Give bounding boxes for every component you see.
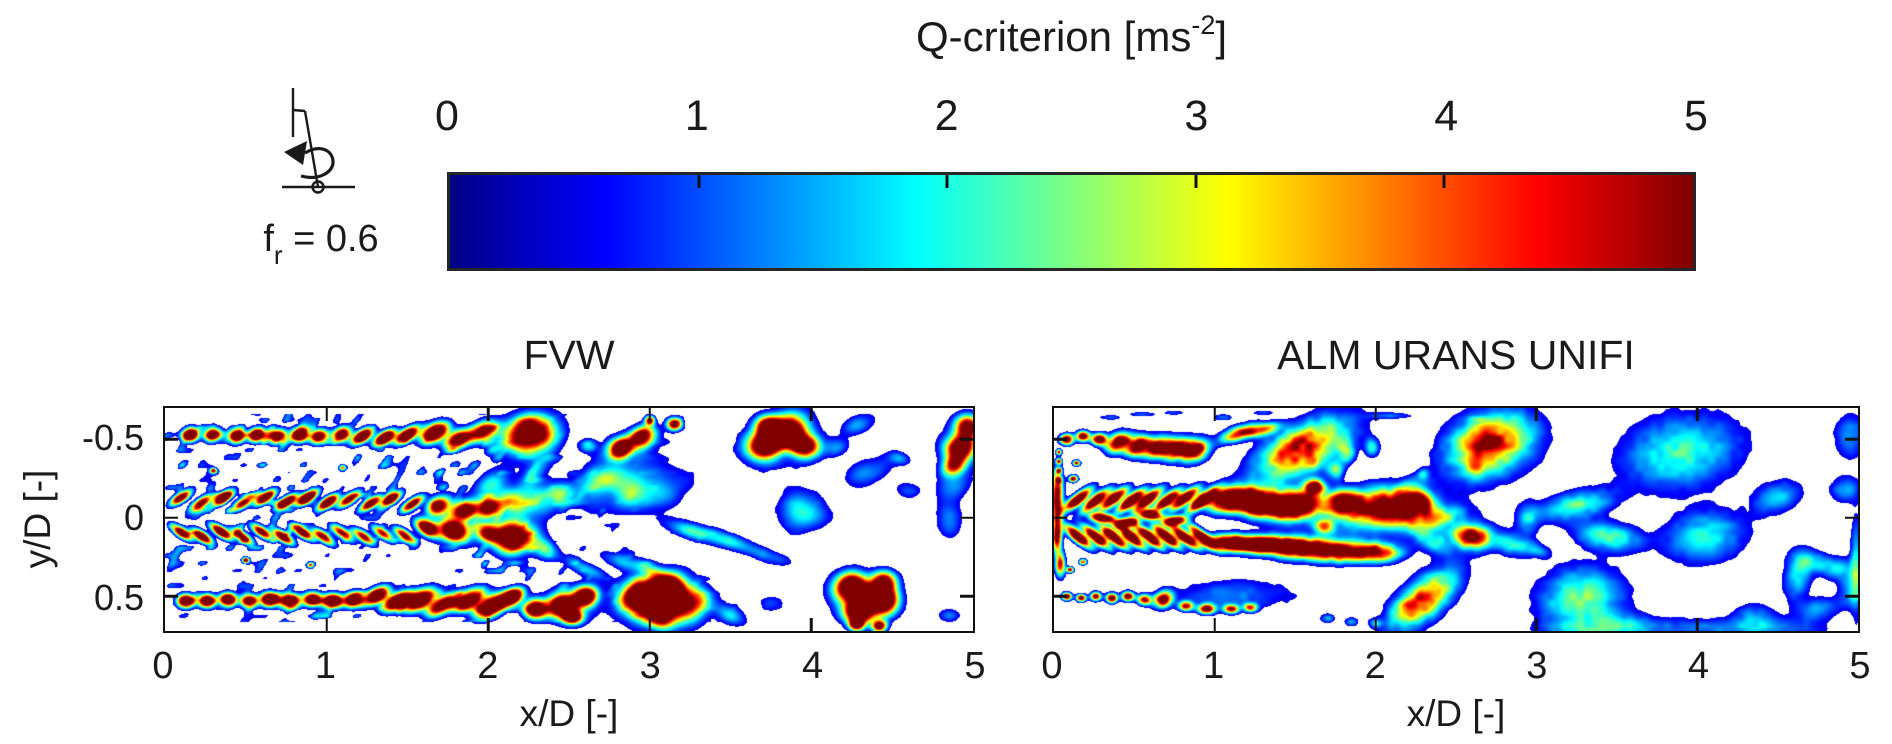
axis-tick-mark: [960, 595, 973, 598]
x-axis-label-alm: x/D [-]: [1406, 693, 1506, 734]
colorbar-tick-label: 1: [684, 92, 709, 140]
colorbar-title-close: ]: [1215, 13, 1228, 60]
y-tick-label: 0: [123, 496, 144, 538]
colorbar: [447, 172, 1696, 271]
axis-tick-mark: [648, 618, 652, 631]
axis-tick-mark: [325, 618, 328, 631]
colorbar-tick-label: 0: [435, 92, 459, 140]
axis-tick-mark: [325, 408, 328, 421]
y-tick-label: -0.5: [81, 416, 144, 458]
x-tick-label: 5: [964, 645, 986, 687]
colorbar-title-exponent: -2: [1191, 10, 1216, 40]
axis-tick-mark: [1374, 408, 1377, 421]
contour-canvas-alm: [1054, 408, 1858, 631]
pitching-rotor-icon: [282, 88, 355, 194]
x-axis-tick-labels-alm: 0 1 2 3 4 5: [1041, 645, 1870, 691]
axis-tick-mark: [486, 618, 490, 631]
x-tick-label: 0: [152, 645, 174, 687]
x-tick-label: 4: [1687, 645, 1709, 687]
axis-tick-mark: [486, 408, 490, 421]
axis-tick-mark: [165, 438, 178, 441]
x-tick-label: 5: [1849, 645, 1871, 687]
axis-tick-mark: [1054, 595, 1067, 598]
colorbar-title-text: Q-criterion [ms: [915, 13, 1192, 60]
axis-tick-mark: [1845, 438, 1858, 441]
axis-tick-mark: [810, 408, 813, 421]
colorbar-tick-label: 3: [1184, 92, 1209, 140]
colorbar-tick-mark: [1442, 175, 1446, 188]
colorbar-tick-label: 5: [1684, 92, 1708, 140]
colorbar-tick-mark: [1194, 175, 1198, 188]
x-tick-label: 3: [639, 645, 661, 687]
x-tick-label: 2: [477, 645, 499, 687]
colorbar-tick-mark: [697, 175, 701, 188]
colorbar-tick-labels: 0 1 2 3 4 5: [435, 92, 1708, 142]
contour-canvas-fvw: [165, 408, 973, 631]
axis-tick-mark: [1535, 618, 1538, 631]
x-axis-label-fvw: x/D [-]: [519, 693, 619, 734]
x-tick-label: 3: [1526, 645, 1548, 687]
axis-tick-mark: [810, 618, 813, 631]
y-axis-label: y/D [-]: [17, 469, 58, 569]
x-tick-label: 4: [802, 645, 824, 687]
rotor-frequency-label: fr = 0.6: [263, 218, 379, 270]
axis-tick-mark: [1535, 408, 1538, 421]
axis-tick-mark: [1054, 516, 1067, 520]
axis-tick-mark: [1213, 408, 1217, 421]
axis-tick-mark: [1845, 516, 1858, 520]
axis-tick-mark: [165, 595, 178, 598]
colorbar-tick-label: 4: [1434, 92, 1459, 140]
axis-tick-mark: [1695, 618, 1699, 631]
axis-tick-mark: [960, 438, 973, 441]
axis-tick-mark: [1695, 408, 1699, 421]
axis-tick-mark: [165, 516, 178, 520]
x-tick-label: 1: [1203, 645, 1225, 687]
x-axis-tick-labels-fvw: 0 1 2 3 4 5: [152, 645, 985, 691]
panel-title-fvw: FVW: [523, 332, 615, 378]
y-tick-label: 0.5: [93, 576, 144, 618]
axis-tick-mark: [960, 516, 973, 520]
x-tick-label: 1: [314, 645, 336, 687]
axis-tick-mark: [1213, 618, 1217, 631]
x-tick-label: 0: [1041, 645, 1063, 687]
axis-tick-mark: [1374, 618, 1377, 631]
axis-tick-mark: [1845, 595, 1858, 598]
colorbar-tick-mark: [945, 175, 949, 188]
colorbar-tick-label: 2: [934, 92, 959, 140]
colorbar-title: Q-criterion [ms-2]: [447, 10, 1696, 61]
axis-tick-mark: [1054, 438, 1067, 441]
axis-tick-mark: [648, 408, 652, 421]
plot-fvw: [163, 406, 975, 633]
x-tick-label: 2: [1364, 645, 1386, 687]
panel-title-alm-urans-unifi: ALM URANS UNIFI: [1277, 332, 1635, 378]
plot-alm-urans-unifi: [1052, 406, 1860, 633]
y-axis-tick-labels: -0.5 0 0.5: [80, 406, 150, 633]
